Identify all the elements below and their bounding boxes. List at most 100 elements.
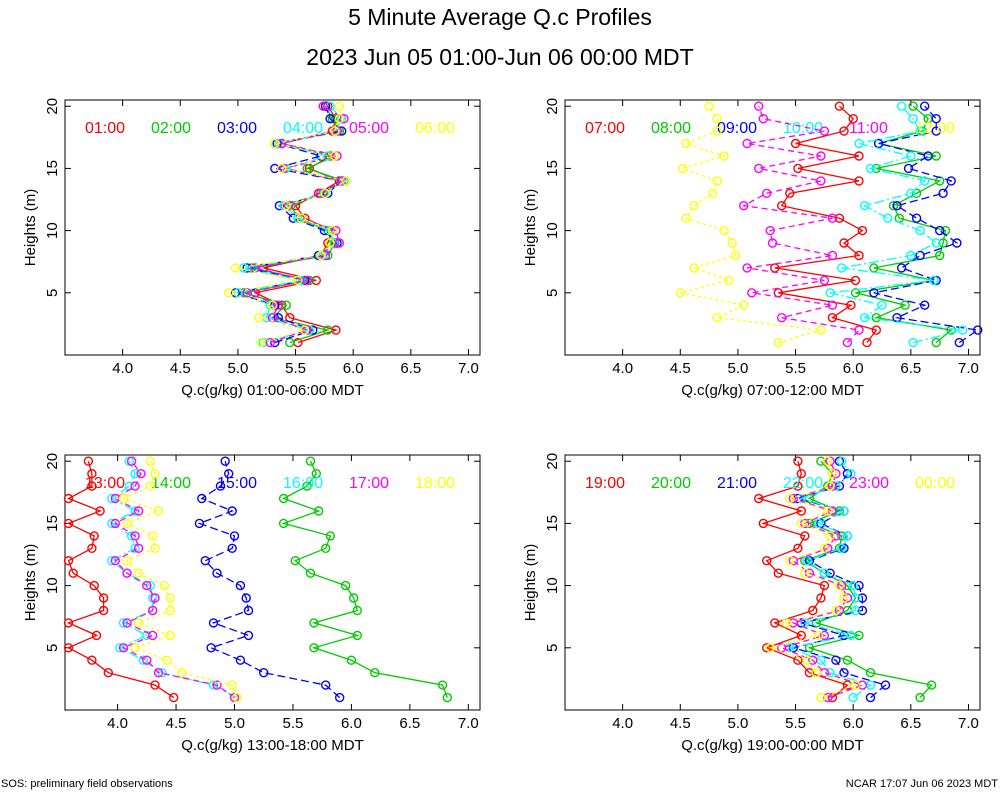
data-point xyxy=(854,325,864,335)
data-point xyxy=(773,337,783,348)
data-point xyxy=(742,138,752,149)
data-point xyxy=(87,469,97,479)
data-point xyxy=(842,531,853,541)
data-point xyxy=(811,618,821,628)
data-point xyxy=(819,580,830,591)
data-point xyxy=(130,481,140,491)
legend-entry: 04:00 xyxy=(283,120,323,137)
footer-right: NCAR 17:07 Jun 06 2023 MDT xyxy=(846,778,999,790)
data-point xyxy=(281,200,291,211)
data-point xyxy=(842,655,853,665)
data-point xyxy=(800,531,810,541)
data-point xyxy=(900,300,910,310)
data-point xyxy=(825,568,835,578)
legend-entry: 07:00 xyxy=(585,120,625,137)
data-point xyxy=(796,518,806,529)
data-point xyxy=(931,113,941,124)
data-point xyxy=(150,593,160,603)
data-point xyxy=(850,605,861,616)
data-point xyxy=(63,493,74,504)
data-point xyxy=(296,213,306,223)
x-tick-label: 5.5 xyxy=(285,360,306,377)
series-line xyxy=(774,105,878,343)
y-axis-label: Heights (m) xyxy=(22,189,39,267)
data-point xyxy=(903,163,914,174)
data-point xyxy=(727,238,737,248)
data-point xyxy=(793,481,803,491)
data-point xyxy=(860,200,870,211)
data-point xyxy=(911,188,922,199)
panel-1: 4.0 4.5 5.0 5.5 6.0 6.5 7.0 5 10 15 20 Q.c(g/kg) 01… xyxy=(22,98,481,399)
data-point xyxy=(223,469,234,479)
data-point xyxy=(290,556,300,566)
series-0000 xyxy=(765,456,861,703)
data-point xyxy=(747,288,757,298)
data-point xyxy=(854,176,864,186)
data-point xyxy=(689,200,699,211)
data-point xyxy=(839,630,849,641)
data-point xyxy=(229,531,240,541)
legend-entry: 20:00 xyxy=(651,475,691,492)
data-point xyxy=(305,568,316,578)
data-point xyxy=(118,493,129,504)
data-point xyxy=(938,188,948,199)
data-point xyxy=(827,313,838,323)
x-tick-label: 4.0 xyxy=(612,360,633,377)
data-point xyxy=(777,200,787,211)
figure-title: 5 Minute Average Q.c Profiles xyxy=(348,4,652,30)
series-line xyxy=(281,460,448,698)
data-point xyxy=(823,692,833,703)
y-tick-label: 20 xyxy=(544,453,561,470)
legend-entry: 11:00 xyxy=(849,120,888,137)
data-point xyxy=(819,126,830,136)
data-point xyxy=(827,213,838,223)
x-tick-label: 5.5 xyxy=(283,715,304,732)
data-point xyxy=(915,250,925,261)
data-point xyxy=(325,238,335,248)
data-point xyxy=(130,531,140,541)
data-point xyxy=(259,668,269,678)
legend-entry: 00:00 xyxy=(915,475,955,492)
legend-entry: 12:00 xyxy=(915,120,955,137)
series-1500 xyxy=(194,456,345,703)
legend-entry: 05:00 xyxy=(349,120,389,137)
data-point xyxy=(63,518,74,529)
data-point xyxy=(831,605,841,616)
data-point xyxy=(110,518,121,529)
data-point xyxy=(321,680,331,690)
data-point xyxy=(147,531,158,541)
data-point xyxy=(788,618,798,628)
x-tick-label: 6.0 xyxy=(843,715,864,732)
x-tick-label: 5.0 xyxy=(727,360,748,377)
data-point xyxy=(118,643,129,653)
series-line xyxy=(756,461,849,699)
series-line xyxy=(829,105,963,344)
data-point xyxy=(906,188,916,199)
legend-entry: 02:00 xyxy=(151,120,191,137)
data-point xyxy=(865,692,876,703)
data-point xyxy=(126,456,137,466)
data-point xyxy=(242,288,252,298)
data-point xyxy=(854,138,864,149)
data-point xyxy=(931,126,941,136)
data-point xyxy=(920,176,930,186)
legend-entry: 15:00 xyxy=(217,475,257,492)
y-axis-label: Heights (m) xyxy=(22,544,39,622)
data-point xyxy=(816,151,826,161)
data-point xyxy=(437,680,448,690)
data-point xyxy=(321,543,331,553)
data-point xyxy=(320,250,331,261)
data-point xyxy=(153,506,164,516)
data-point xyxy=(946,176,956,186)
data-point xyxy=(309,618,319,628)
x-tick-label: 6.0 xyxy=(843,360,864,377)
data-point xyxy=(370,668,380,678)
x-tick-label: 4.5 xyxy=(166,715,187,732)
data-point xyxy=(758,518,768,529)
data-point xyxy=(765,225,775,236)
series-line xyxy=(235,105,344,344)
y-axis-label: Heights (m) xyxy=(522,544,539,622)
data-point xyxy=(906,250,916,261)
series-line xyxy=(790,460,887,699)
data-point xyxy=(122,618,132,628)
